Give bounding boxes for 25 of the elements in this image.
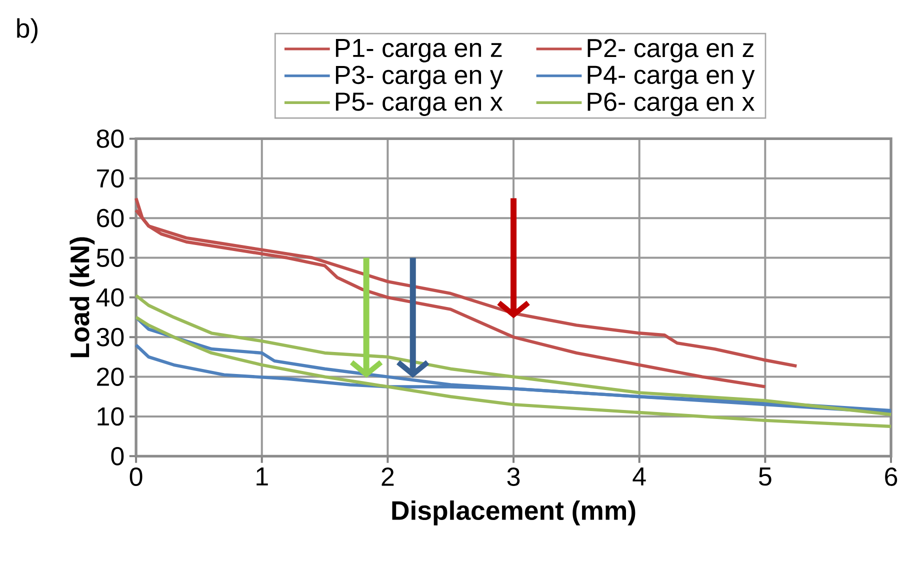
x-tick-label: 3 (507, 467, 520, 486)
legend-label: P5- carga en x (336, 92, 503, 116)
x-tick-label: 4 (632, 467, 646, 486)
y-tick-label: 0 (111, 446, 124, 466)
legend-label: P4- carga en y (588, 66, 755, 90)
x-tick-label: 2 (382, 467, 394, 486)
x-axis-title: Displacement (mm) (392, 500, 636, 526)
chart-title: b) (17, 18, 38, 43)
y-tick-label: 30 (96, 328, 124, 346)
y-tick-label: 20 (97, 368, 124, 386)
legend-label: P2- carga en z (588, 38, 754, 62)
x-tick-label: 6 (885, 467, 898, 486)
y-tick-label: 60 (97, 208, 124, 228)
y-tick-label: 10 (98, 407, 124, 426)
y-axis-title: Load (kN) (70, 237, 95, 358)
y-tick-label: 40 (96, 288, 124, 307)
y-tick-label: 80 (96, 129, 124, 148)
y-tick-label: 70 (97, 169, 124, 188)
x-tick-label: 1 (256, 467, 268, 486)
legend-label: P6- carga en x (588, 92, 755, 116)
legend-label: P1- carga en z (336, 38, 502, 62)
legend-label: P3- carga en y (336, 66, 503, 90)
x-tick-label: 0 (130, 467, 142, 486)
y-tick-label: 50 (96, 248, 124, 267)
x-tick-label: 5 (758, 467, 772, 486)
